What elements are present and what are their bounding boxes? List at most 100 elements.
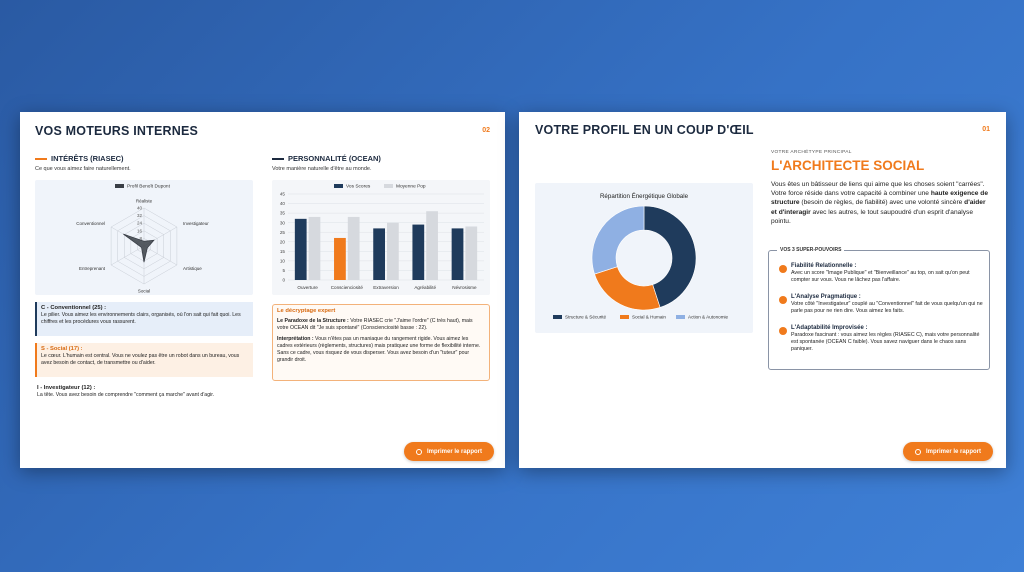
power-text: Avec un score "Image Publique" et "Bienv…: [791, 270, 970, 283]
intro-emphasis: haute exigence de structure: [771, 190, 988, 207]
y-tick-label: 35: [280, 211, 286, 216]
button-label: Imprimer le rapport: [426, 448, 482, 455]
y-tick-label: 40: [280, 201, 286, 206]
page-number: 01: [982, 126, 990, 133]
y-tick-label: 0: [282, 278, 285, 283]
paragraph-lead: Interprétation :: [277, 336, 314, 342]
report-page: VOS MOTEURS INTERNES 02 INTÉRÊTS (RIASEC…: [20, 112, 505, 468]
axis-label: Investigateur: [183, 221, 209, 226]
bar: [308, 216, 321, 280]
expert-card: Le décryptage expert Le Paradoxe de la S…: [272, 304, 490, 381]
section-dash: [272, 158, 284, 160]
bar: [451, 228, 464, 280]
chart-box: Répartition Énergétique Globale Structure…: [535, 183, 753, 333]
axis-label: Social: [138, 289, 150, 294]
check-icon: [779, 296, 787, 304]
check-icon: [779, 265, 787, 273]
donut-slice: [643, 205, 697, 308]
legend-swatch: [620, 315, 629, 319]
expert-paragraph: Interprétation : Vous n'êtes pas un mani…: [277, 336, 485, 364]
bar: [294, 218, 307, 280]
y-tick-label: 30: [280, 220, 286, 225]
print-icon: [914, 448, 921, 455]
card-title: I - Investigateur (12) :: [37, 385, 96, 391]
card-title: C - Conventionnel (25) :: [41, 305, 107, 311]
y-tick-label: 20: [280, 239, 286, 244]
power-title: Fiabilité Relationnelle :: [791, 263, 857, 269]
axis-label: Artistique: [183, 266, 202, 271]
r-tick-label: 16: [137, 228, 143, 233]
power-title: L'Analyse Pragmatique :: [791, 294, 861, 300]
archetype-title: L'ARCHITECTE SOCIAL: [771, 158, 925, 173]
intro-text: avec les autres, le tout saupoudré d'un …: [771, 208, 974, 225]
chart-title: Répartition Énergétique Globale: [600, 193, 689, 200]
y-tick-label: 15: [280, 249, 286, 254]
legend-swatch: [553, 315, 562, 319]
legend-label: Social & Humain: [632, 315, 666, 320]
bar: [426, 211, 438, 280]
print-button[interactable]: Imprimer le rapport: [404, 442, 494, 461]
info-card: I - Investigateur (12) : La tête. Vous a…: [33, 382, 251, 406]
section-dash: [35, 158, 47, 160]
donut-chart: Répartition Énergétique Globale Structure…: [553, 193, 729, 320]
legend-swatch: [115, 184, 124, 188]
donut-slice: [591, 205, 645, 275]
r-tick-label: 40: [137, 206, 143, 211]
section-subtitle: Ce que vous aimez faire naturellement.: [35, 166, 131, 172]
paragraph-text: Vous n'êtes pas un maniaque du rangement…: [277, 336, 481, 363]
intro-paragraph: Vous êtes un bâtisseur de liens qui aime…: [771, 180, 991, 226]
axis-label: Conventionnel: [76, 221, 105, 226]
donut-slice: [594, 266, 661, 311]
legend-swatch: [384, 184, 393, 188]
print-button[interactable]: Imprimer le rapport: [903, 442, 993, 461]
y-tick-label: 25: [280, 230, 286, 235]
expert-title: Le décryptage expert: [277, 308, 336, 314]
card-text: Le pilier. Vous aimez les environnements…: [41, 312, 241, 325]
info-card: C - Conventionnel (25) : Le pilier. Vous…: [35, 302, 253, 336]
kicker: VOTRE ARCHÉTYPE PRINCIPAL: [771, 150, 852, 155]
radar-chart: 8 16 24 32 40 Réaliste Investigateur Artistique…: [76, 184, 209, 294]
legend-swatch: [676, 315, 685, 319]
r-tick-label: 24: [137, 221, 143, 226]
powers-title: VOS 3 SUPER-POUVOIRS: [777, 247, 845, 253]
legend-label: Vos Scores: [346, 184, 371, 190]
button-label: Imprimer le rapport: [925, 448, 981, 455]
axis-label: Entreprenant: [79, 266, 106, 271]
print-icon: [415, 448, 422, 455]
power-text: Paradoxe fascinant : vous aimez les règl…: [791, 332, 980, 352]
bar: [387, 222, 399, 280]
card-title: S - Social (17) :: [41, 346, 83, 352]
power-text: Votre côté "Investigateur" couplé au "Co…: [791, 301, 983, 314]
axis-line: [143, 245, 178, 266]
expert-paragraph: Le Paradoxe de la Structure : Votre RIAS…: [277, 318, 485, 332]
y-tick-label: 5: [282, 268, 285, 273]
intro-text: Vous êtes un bâtisseur de liens qui aime…: [771, 181, 985, 198]
powers-box: VOS 3 SUPER-POUVOIRS Fiabilité Relationn…: [768, 247, 990, 370]
legend-label: Moyenne Pop: [396, 184, 426, 190]
card-text: Le cœur. L'humain est central. Vous ne v…: [41, 353, 240, 366]
r-tick-label: 8: [139, 236, 142, 241]
bar-chart: 0 5 10 15 20 25 30 35 40 45 Vos Scores Moyenne Pop O…: [280, 184, 484, 290]
x-tick-label: Extraversion: [373, 285, 399, 290]
section-heading: INTÉRÊTS (RIASEC): [51, 154, 124, 163]
legend-label: Structure & Sécurité: [565, 315, 607, 320]
axis-label: Réaliste: [136, 199, 153, 204]
r-tick-label: 32: [137, 213, 143, 218]
intro-text: (besoin de règles, de fiabilité) avec un…: [799, 199, 965, 207]
page-title: VOS MOTEURS INTERNES: [35, 124, 199, 138]
axis-line: [110, 245, 145, 266]
x-tick-label: Ouverture: [297, 285, 318, 290]
page-number: 02: [482, 127, 490, 134]
section-heading: PERSONNALITÉ (OCEAN): [288, 154, 381, 163]
check-icon: [779, 327, 787, 335]
report-page: VOTRE PROFIL EN UN COUP D'ŒIL 01 Réparti…: [519, 112, 1006, 468]
power-title: L'Adaptabilité Improvisée :: [791, 325, 868, 331]
bar: [373, 228, 385, 280]
bar: [334, 237, 346, 280]
x-tick-label: Agréabilité: [414, 285, 436, 290]
y-tick-label: 10: [280, 258, 286, 263]
legend-swatch: [334, 184, 343, 188]
y-tick-label: 45: [280, 192, 286, 197]
